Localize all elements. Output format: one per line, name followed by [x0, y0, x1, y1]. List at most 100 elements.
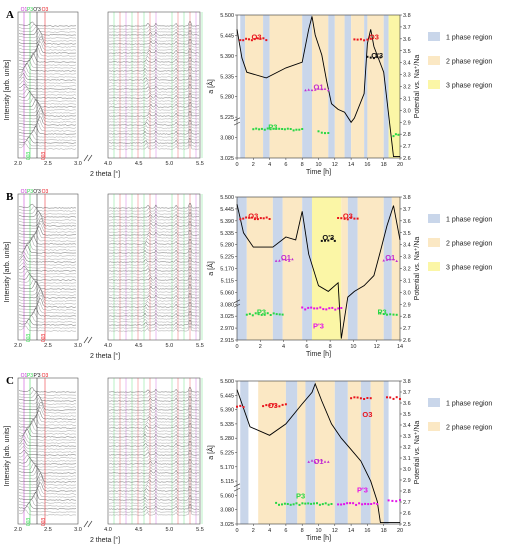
- diffraction-pattern: [18, 255, 77, 263]
- diffraction-pattern: [108, 480, 200, 486]
- data-point: [356, 38, 359, 41]
- data-point: [337, 307, 340, 310]
- phase-region-band: [297, 381, 306, 524]
- diffraction-pattern: [18, 502, 77, 510]
- y2-tick-label: 3.4: [403, 61, 411, 67]
- legend-swatch: [428, 398, 440, 407]
- diffraction-pattern: [109, 33, 200, 39]
- data-point: [289, 503, 292, 506]
- diffraction-pattern: [18, 467, 77, 477]
- diffraction-pattern: [108, 450, 200, 456]
- diffraction-pattern: [108, 75, 200, 81]
- diffraction-pattern: [18, 30, 77, 39]
- data-point: [248, 38, 250, 41]
- diffraction-pattern: [108, 251, 200, 257]
- x-tick-label: 2: [252, 528, 255, 534]
- x-tick-label: 6: [284, 162, 287, 168]
- y-axis-label: a [Å]: [206, 79, 215, 93]
- diffraction-pattern: [18, 389, 77, 396]
- diffraction-pattern: [18, 229, 77, 239]
- data-point: [320, 131, 323, 134]
- data-point: [281, 313, 284, 316]
- xrd-tick-label: 2.5: [44, 161, 52, 167]
- xrd-frame-left: [17, 193, 79, 341]
- data-point: [369, 37, 372, 40]
- diffraction-pattern: [108, 414, 199, 420]
- y-tick-label: 5.390: [220, 54, 234, 60]
- data-point: [310, 459, 314, 462]
- legend-label: 1 phase region: [446, 35, 492, 42]
- phase-label: P3: [296, 491, 305, 500]
- potential-curve: [236, 16, 400, 158]
- data-point: [278, 405, 281, 408]
- data-point: [320, 87, 324, 91]
- data-point: [239, 404, 242, 407]
- diffraction-pattern: [108, 308, 199, 314]
- y-tick-label: 5.280: [220, 436, 234, 442]
- diffraction-pattern: [108, 233, 200, 239]
- diffraction-pattern: [108, 57, 200, 63]
- axis-break-icon: [233, 483, 241, 492]
- diffraction-pattern: [108, 129, 200, 135]
- legend-label: 2 phase region: [446, 59, 492, 66]
- diffraction-pattern: [19, 123, 77, 132]
- phase-region-band: [285, 381, 298, 524]
- y-tick-label: 5.335: [220, 422, 234, 428]
- data-point: [269, 314, 272, 316]
- xrd-tick-label: 2.0: [14, 343, 22, 349]
- data-point: [389, 313, 392, 316]
- y-tick-label: 5.335: [220, 231, 234, 237]
- data-point: [265, 404, 268, 407]
- reflection-marker-label: O'3: [33, 7, 41, 13]
- y2-tick-label: 3.6: [403, 219, 411, 225]
- data-point: [272, 127, 275, 130]
- phase-region-band: [344, 15, 352, 158]
- data-point: [316, 502, 318, 505]
- data-point: [310, 502, 313, 505]
- diffraction-pattern: [108, 477, 200, 483]
- data-point: [275, 501, 278, 504]
- y2-tick-label: 3.0: [403, 290, 411, 296]
- diffraction-pattern: [108, 63, 199, 69]
- data-point: [275, 404, 278, 407]
- xrd-x-label: 2 theta [°]: [90, 536, 120, 544]
- legend-label: 3 phase region: [446, 83, 492, 90]
- phase-label: P'3: [357, 486, 368, 495]
- diffraction-pattern: [19, 107, 77, 117]
- data-point: [259, 217, 262, 220]
- data-point: [317, 130, 320, 133]
- y-tick-label: 5.060: [220, 290, 234, 296]
- diffraction-pattern: [19, 470, 77, 480]
- data-point: [367, 503, 370, 506]
- panel-C: C Intensity [arb. units] 2 theta [°] 2.0 2.5…: [4, 373, 492, 544]
- data-point: [356, 396, 359, 399]
- data-point: [343, 503, 346, 506]
- diffraction-pattern: [18, 125, 77, 135]
- x-tick-label: 16: [364, 528, 370, 534]
- diffraction-pattern: [108, 114, 200, 120]
- phase-label: P3: [377, 307, 386, 316]
- diffraction-pattern: [108, 54, 200, 60]
- phase-region-band: [347, 381, 361, 524]
- reflection-marker-label: O1: [21, 189, 28, 195]
- xrd-tick-label: 2.0: [14, 527, 22, 533]
- diffraction-pattern: [18, 262, 77, 269]
- x-tick-label: 14: [397, 344, 403, 350]
- diffraction-pattern: [18, 450, 77, 456]
- diffraction-pattern: [18, 435, 77, 444]
- xrd-tick-label: 3.0: [74, 527, 82, 533]
- data-point: [372, 57, 375, 60]
- phase-label: O'3: [322, 233, 334, 242]
- data-point: [310, 88, 314, 92]
- reflection-marker-label: O1: [21, 7, 28, 13]
- data-point: [265, 39, 268, 42]
- data-point: [394, 133, 397, 136]
- reflection-marker-label: P3: [27, 7, 33, 13]
- xrd-x-label: 2 theta [°]: [90, 352, 120, 360]
- x-tick-label: 8: [301, 162, 304, 168]
- diffraction-pattern: [18, 69, 77, 78]
- diffraction-pattern: [108, 432, 200, 438]
- diffraction-pattern: [108, 314, 200, 320]
- diffraction-pattern: [108, 323, 200, 329]
